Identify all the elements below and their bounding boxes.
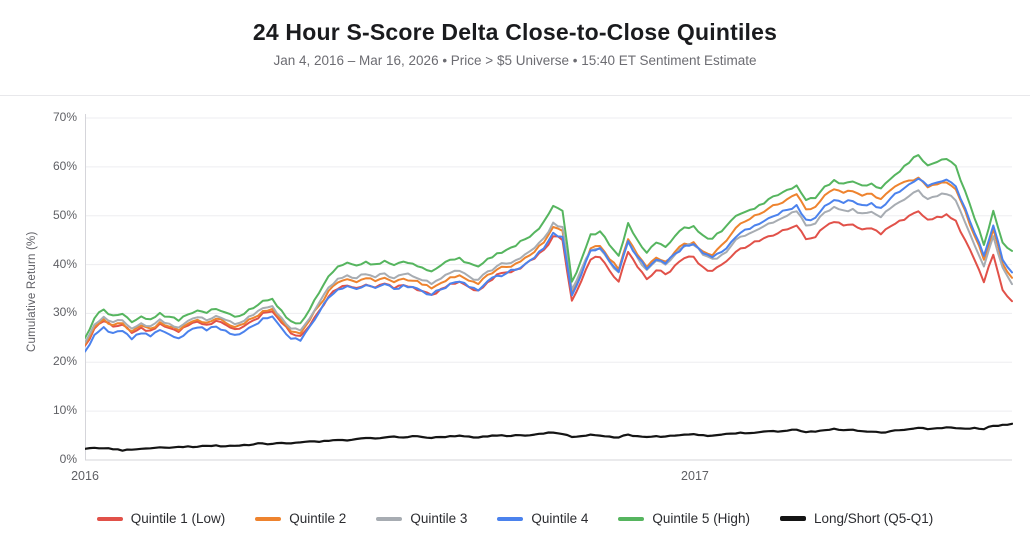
legend-label-quintile-3: Quintile 3 (410, 511, 468, 526)
legend-label-quintile-5: Quintile 5 (High) (652, 511, 750, 526)
y-tick-label-20: 20% (52, 354, 77, 369)
header-divider (0, 95, 1030, 96)
legend-item-long-short[interactable]: Long/Short (Q5-Q1) (779, 511, 934, 526)
y-tick-label-0: 0% (59, 452, 77, 466)
y-tick-label-50: 50% (52, 207, 77, 222)
legend-swatch-quintile-2-icon (255, 516, 282, 521)
legend-swatch-quintile-3-icon (376, 516, 403, 521)
legend-item-quintile-4[interactable]: Quintile 4 (497, 511, 588, 526)
series-line-quintile-1-low (85, 210, 1013, 347)
legend-swatch-long-short-icon (779, 516, 806, 521)
legend: Quintile 1 (Low) Quintile 2 Quintile 3 Q… (0, 511, 1030, 526)
y-tick-label-60: 60% (52, 158, 77, 173)
chart-title: 24 Hour S-Score Delta Close-to-Close Qui… (252, 19, 778, 45)
y-tick-label-70: 70% (52, 110, 77, 124)
y-tick-label-30: 30% (52, 305, 77, 320)
y-tick-label-40: 40% (52, 256, 77, 271)
series-line-quintile-2 (85, 176, 1013, 346)
series-line-quintile-4 (85, 177, 1013, 353)
legend-swatch-quintile-1-icon (96, 516, 123, 521)
legend-label-quintile-1: Quintile 1 (Low) (130, 511, 226, 526)
legend-item-quintile-5-high[interactable]: Quintile 5 (High) (618, 511, 750, 526)
legend-item-quintile-3[interactable]: Quintile 3 (376, 511, 467, 526)
plot-area (85, 114, 1013, 461)
y-axis-title: Cumulative Return (%) (26, 231, 38, 353)
legend-swatch-quintile-5-icon (618, 516, 645, 521)
series-line-long-short-q5-q1 (85, 422, 1013, 452)
y-tick-label-10: 10% (52, 403, 77, 418)
x-tick-label-2016: 2016 (71, 469, 99, 483)
series-line-quintile-3 (85, 189, 1013, 344)
legend-label-quintile-2: Quintile 2 (289, 511, 347, 526)
legend-swatch-quintile-4-icon (497, 516, 524, 521)
legend-item-quintile-2[interactable]: Quintile 2 (255, 511, 346, 526)
chart-subtitle: Jan 4, 2016 – Mar 16, 2026 • Price > $5 … (273, 53, 757, 68)
legend-label-long-short: Long/Short (Q5-Q1) (813, 511, 934, 526)
legend-item-quintile-1-low[interactable]: Quintile 1 (Low) (96, 511, 226, 526)
series-line-quintile-5-high (85, 154, 1013, 339)
x-tick-label-2017: 2017 (681, 469, 709, 483)
legend-label-quintile-4: Quintile 4 (531, 511, 589, 526)
